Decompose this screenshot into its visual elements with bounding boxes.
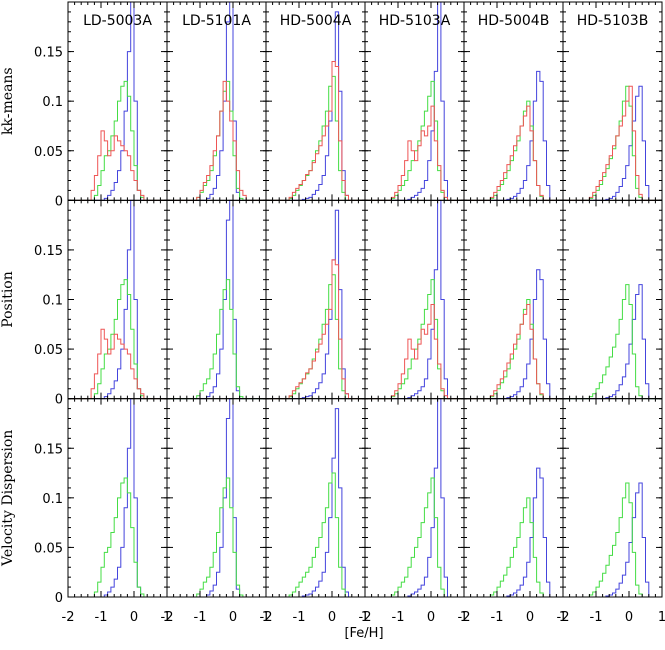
x-tick-label: 0 xyxy=(328,610,336,625)
panel-frame-r2-c4 xyxy=(463,398,564,598)
panel-frame-r0-c4 xyxy=(463,1,564,201)
histogram-r0-c4-s0 xyxy=(464,70,563,201)
panel-frame-r2-c3 xyxy=(364,398,465,598)
histogram-r0-c4-s2 xyxy=(464,105,563,201)
histogram-r0-c3-s0 xyxy=(365,1,464,201)
histogram-r0-c5-s1 xyxy=(563,85,662,201)
row-label-1: Position xyxy=(0,271,16,328)
panel-frame-r0-c3 xyxy=(364,1,465,201)
row-label-0: kk-means xyxy=(0,67,16,135)
y-tick-label: 0.1 xyxy=(42,492,63,507)
y-tick-label: 0.05 xyxy=(34,343,63,358)
histogram-r2-c1-s0 xyxy=(167,398,266,598)
y-tick-label: 0.15 xyxy=(34,442,63,457)
x-tick-label: -2 xyxy=(359,610,372,625)
x-tick-label: 0 xyxy=(625,610,633,625)
y-tick-label: 0 xyxy=(55,591,63,606)
x-tick-label: 1 xyxy=(163,610,171,625)
y-tick-label: 0.1 xyxy=(42,95,63,110)
histogram-r2-c5-s1 xyxy=(563,482,662,598)
histogram-r0-c3-s2 xyxy=(365,105,464,201)
panel-frame-r0-c5 xyxy=(562,1,663,201)
histogram-r1-c3-s1 xyxy=(365,279,464,400)
x-tick-label: -1 xyxy=(194,610,207,625)
histogram-r1-c3-s2 xyxy=(365,303,464,400)
text-layer: 0 0.05 0.1 0.15 0 0.05 0.1 0.15 0 0.05 0.1 0.15 -2 -1… xyxy=(0,13,665,625)
panel-frame-r1-c3 xyxy=(364,199,465,400)
histogram-r2-c3-s0 xyxy=(365,398,464,598)
panel-title-1: LD-5101A xyxy=(182,13,251,29)
histogram-r1-c0-s2 xyxy=(68,328,167,400)
histogram-r1-c1-s0 xyxy=(167,199,266,400)
panel-title-2: HD-5004A xyxy=(280,13,352,29)
x-tick-label: 1 xyxy=(658,610,665,625)
y-tick-label: 0 xyxy=(55,393,63,408)
y-tick-label: 0 xyxy=(55,194,63,209)
panel-frame-r1-c1 xyxy=(166,199,267,400)
histogram-r0-c1-s0 xyxy=(167,1,266,201)
y-tick-label: 0.15 xyxy=(34,46,63,61)
panel-frame-r1-c2 xyxy=(265,199,366,400)
histogram-r0-c2-s0 xyxy=(266,11,365,201)
panel-frame-r1-c5 xyxy=(562,199,663,400)
x-tick-label: 0 xyxy=(229,610,237,625)
panel-title-4: HD-5004B xyxy=(478,13,550,29)
histogram-r2-c3-s1 xyxy=(365,477,464,598)
x-tick-label: 1 xyxy=(559,610,567,625)
panel-frame-r2-c5 xyxy=(562,398,663,598)
histogram-r0-c5-s0 xyxy=(563,85,662,201)
panel-frame-r0-c2 xyxy=(265,1,366,201)
x-tick-label: 1 xyxy=(262,610,270,625)
histogram-r1-c5-s0 xyxy=(563,284,662,400)
x-tick-label: 0 xyxy=(526,610,534,625)
x-tick-label: -1 xyxy=(491,610,504,625)
histogram-r2-c5-s0 xyxy=(563,482,662,598)
x-tick-label: -2 xyxy=(557,610,570,625)
x-tick-label: -2 xyxy=(62,610,75,625)
histogram-r1-c5-s1 xyxy=(563,284,662,400)
histogram-r1-c4-s0 xyxy=(464,269,563,400)
panel-frame-r0-c1 xyxy=(166,1,267,201)
x-tick-label: 0 xyxy=(130,610,138,625)
x-tick-label: -2 xyxy=(161,610,174,625)
histogram-r1-c3-s0 xyxy=(365,199,464,400)
y-tick-label: 0.1 xyxy=(42,294,63,309)
histogram-r1-c2-s2 xyxy=(266,259,365,400)
histogram-r2-c2-s1 xyxy=(266,472,365,598)
histogram-r2-c2-s0 xyxy=(266,408,365,598)
y-tick-label: 0.15 xyxy=(34,244,63,259)
panel-frame-r1-c4 xyxy=(463,199,564,400)
histogram-r2-c4-s0 xyxy=(464,467,563,598)
row-label-2: Velocity Dispersion xyxy=(0,430,16,567)
x-axis-label: [Fe/H] xyxy=(344,626,383,641)
panel-frame-r2-c2 xyxy=(265,398,366,598)
x-tick-label: 1 xyxy=(460,610,468,625)
x-tick-label: -1 xyxy=(95,610,108,625)
histogram-r0-c0-s2 xyxy=(68,130,167,201)
panel-title-5: HD-5103B xyxy=(577,13,649,29)
histogram-r0-c3-s1 xyxy=(365,80,464,201)
x-tick-label: 1 xyxy=(361,610,369,625)
histogram-r0-c2-s1 xyxy=(266,75,365,201)
panel-frame-r2-c1 xyxy=(166,398,267,598)
y-tick-label: 0.05 xyxy=(34,145,63,160)
y-tick-label: 0.05 xyxy=(34,541,63,556)
x-tick-label: 0 xyxy=(427,610,435,625)
histogram-r1-c2-s0 xyxy=(266,209,365,400)
x-tick-label: -2 xyxy=(260,610,273,625)
histogram-r0-c2-s2 xyxy=(266,61,365,201)
x-tick-label: -1 xyxy=(590,610,603,625)
axis-ticks-layer xyxy=(67,1,663,598)
histogram-r0-c5-s2 xyxy=(563,85,662,201)
histogram-r1-c2-s1 xyxy=(266,274,365,400)
x-tick-label: -2 xyxy=(458,610,471,625)
panel-title-0: LD-5003A xyxy=(83,13,152,29)
x-tick-label: -1 xyxy=(392,610,405,625)
panel-title-3: HD-5103A xyxy=(379,13,451,29)
histogram-r1-c4-s2 xyxy=(464,303,563,400)
x-tick-label: -1 xyxy=(293,610,306,625)
